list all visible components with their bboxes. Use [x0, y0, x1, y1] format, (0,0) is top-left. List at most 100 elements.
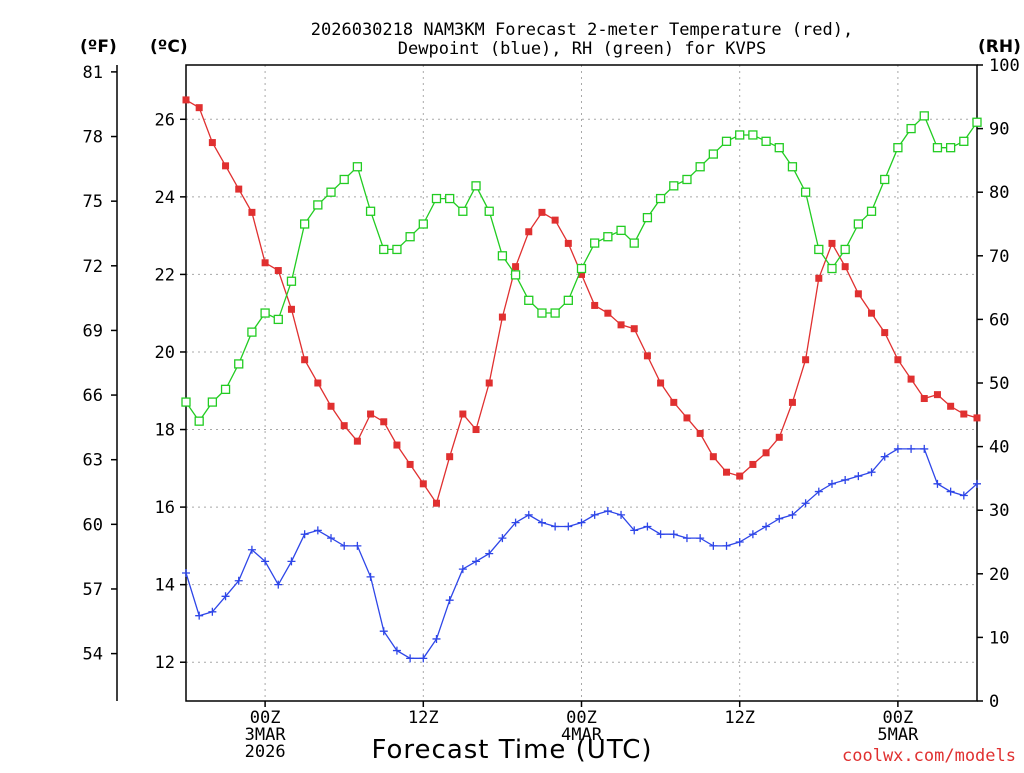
rh-point [431, 193, 442, 204]
dewpoint-point [485, 549, 494, 558]
temperature-point [314, 379, 322, 387]
rh-point [379, 244, 389, 255]
rh-point [194, 416, 204, 426]
temperature-point [406, 460, 414, 468]
dewpoint-point [498, 534, 507, 543]
rh-point [563, 295, 573, 305]
dewpoint-point [208, 607, 217, 616]
temperature-point [591, 301, 599, 309]
dewpoint-point [788, 510, 797, 519]
dewpoint-point [524, 510, 533, 519]
temperature-point [512, 263, 520, 271]
rh-tick-label: 20 [989, 565, 1009, 585]
dewpoint-point [735, 538, 744, 546]
rh-point [866, 206, 877, 216]
rh-tick-label: 50 [989, 374, 1009, 394]
temperature-point [578, 270, 585, 278]
temperature-point [643, 352, 651, 360]
rh-unit-label: (RH) [978, 37, 1021, 57]
time-tick-label: 2026 [245, 742, 286, 762]
dewpoint-point [959, 491, 968, 500]
temperature-point [670, 398, 678, 406]
temperature-point [287, 305, 295, 313]
series-temperature-c [182, 96, 981, 507]
dewpoint-point [419, 654, 428, 663]
rh-tick-label: 30 [989, 501, 1009, 521]
rh-point [418, 219, 428, 229]
dewpoint-point [682, 534, 691, 543]
rh-point [510, 270, 521, 280]
rh-point [919, 111, 929, 121]
temperature-point [630, 325, 638, 333]
celsius-tick-label: 16 [155, 498, 175, 518]
rh-point [800, 187, 811, 197]
dewpoint-point [801, 499, 810, 508]
dewpoint-point [511, 518, 520, 527]
dewpoint-point [287, 557, 296, 566]
fahrenheit-tick-label: 54 [83, 645, 103, 665]
time-tick-label: 4MAR [561, 725, 603, 745]
rh-point [880, 174, 890, 185]
temperature-point [788, 398, 796, 406]
rh-point [748, 130, 758, 140]
temperature-point [485, 379, 493, 387]
rh-point [787, 162, 798, 172]
rh-point [313, 200, 323, 210]
temperature-point [208, 139, 216, 147]
celsius-tick-label: 12 [155, 653, 175, 673]
time-tick-label: 12Z [724, 708, 755, 728]
rh-point [774, 143, 784, 153]
dewpoint-point [933, 479, 942, 488]
rh-tick-label: 100 [989, 56, 1020, 76]
rh-point [972, 117, 982, 127]
rh-tick-label: 10 [989, 628, 1009, 648]
rh-point [234, 359, 244, 369]
dewpoint-point [432, 634, 441, 643]
dewpoint-point [327, 534, 336, 543]
temperature-point [881, 329, 889, 337]
dewpoint-point [814, 487, 823, 496]
dewpoint-point [234, 576, 243, 585]
dewpoint-point [762, 522, 771, 531]
celsius-tick-label: 14 [155, 576, 175, 596]
temperature-point [525, 228, 533, 236]
temperature-point [749, 460, 757, 468]
rh-point [932, 143, 943, 153]
rh-point [853, 219, 863, 229]
temperature-point [973, 414, 981, 422]
temperature-point [828, 239, 836, 247]
fahrenheit-tick-label: 63 [83, 451, 103, 471]
temperature-point [432, 499, 440, 507]
fahrenheit-tick-label: 78 [83, 128, 103, 148]
temperature-point [907, 375, 915, 383]
dewpoint-point [696, 534, 705, 543]
rh-point [576, 263, 587, 274]
dewpoint-point [709, 541, 718, 550]
celsius-unit-label: (ºC) [150, 37, 188, 57]
rh-point [959, 136, 969, 146]
temperature-point [564, 239, 572, 247]
celsius-tick-label: 26 [155, 110, 175, 130]
temperature-point [854, 290, 862, 298]
dewpoint-point [313, 526, 322, 535]
data-series [181, 96, 982, 663]
temperature-point [815, 274, 823, 282]
rh-point [642, 212, 653, 223]
time-tick-label: 00Z [250, 708, 281, 728]
dewpoint-point [577, 518, 586, 527]
dewpoint-point [907, 444, 916, 453]
rh-point [286, 276, 297, 286]
series-line [185, 99, 978, 505]
temperature-point [920, 395, 928, 403]
rh-point [695, 162, 705, 172]
rh-axis: 0 10 20 30 40 50 60 70 80 90 100 [977, 56, 1020, 712]
celsius-tick-label: 20 [155, 343, 175, 363]
rh-tick-label: 40 [989, 438, 1009, 458]
temperature-point [736, 472, 744, 480]
dewpoint-point [603, 506, 612, 515]
temperature-point [604, 309, 612, 317]
temperature-point [222, 162, 230, 170]
rh-point [906, 123, 916, 134]
